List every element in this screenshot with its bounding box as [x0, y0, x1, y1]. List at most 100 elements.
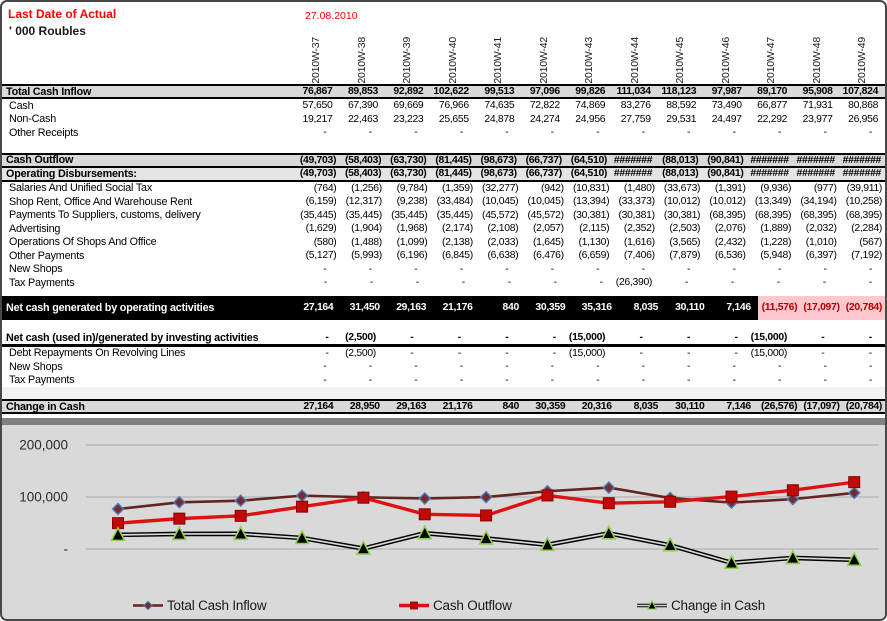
cell[interactable]: (88,013) — [662, 168, 699, 179]
cell[interactable]: (9,238) — [396, 196, 428, 208]
row-label[interactable]: Operations Of Shops And Office — [9, 236, 157, 249]
cell[interactable]: (64,510) — [570, 154, 608, 166]
cell[interactable]: (6,638) — [487, 250, 519, 262]
row-label[interactable]: Advertising — [9, 222, 61, 235]
cell[interactable]: - — [684, 277, 689, 289]
cell[interactable]: 102,622 — [433, 86, 469, 97]
cell[interactable]: 24,878 — [484, 113, 515, 125]
cell[interactable]: - — [461, 277, 465, 289]
cell[interactable]: (33,673) — [663, 182, 701, 194]
legend-item-total-cash-inflow[interactable]: Total Cash Inflow — [133, 597, 267, 613]
cell[interactable]: - — [823, 374, 827, 386]
cell[interactable]: (6,536) — [714, 250, 746, 262]
units-label[interactable]: ' 000 Roubles — [9, 24, 86, 38]
cell[interactable]: 7,146 — [726, 401, 751, 412]
cell[interactable]: (58,403) — [345, 168, 382, 179]
cell[interactable]: (942) — [541, 182, 564, 194]
cell[interactable]: (10,045) — [527, 196, 565, 208]
cell[interactable]: (58,403) — [345, 154, 382, 166]
row-label[interactable]: Salaries And Unified Social Tax — [9, 182, 153, 195]
cell[interactable]: (2,284) — [851, 223, 883, 235]
cell[interactable]: (2,032) — [805, 223, 837, 235]
row-label[interactable]: Payments To Suppliers, customs, delivery — [9, 209, 201, 222]
cell[interactable]: - — [459, 361, 463, 373]
cell[interactable]: - — [776, 277, 780, 289]
cell[interactable]: (20,784) — [842, 295, 885, 320]
cell[interactable]: (1,359) — [442, 182, 473, 194]
cell[interactable]: (11,576) — [757, 295, 801, 320]
cell[interactable]: (15,000) — [750, 332, 788, 343]
cell[interactable]: 27,164 — [303, 302, 334, 313]
cell[interactable]: (30,381) — [572, 209, 610, 221]
cell[interactable]: 27,164 — [303, 401, 334, 412]
row-label[interactable]: New Shops — [9, 360, 63, 373]
cell[interactable]: - — [325, 332, 329, 343]
row-label[interactable]: Operating Disbursements: — [6, 167, 137, 180]
cell[interactable]: 24,274 — [529, 113, 560, 125]
cell[interactable]: (2,108) — [487, 223, 519, 235]
row-label[interactable]: Net cash (used in)/generated by investin… — [6, 331, 259, 344]
cell[interactable]: 97,096 — [529, 86, 560, 97]
cell[interactable]: (68,395) — [800, 209, 837, 221]
cell[interactable]: ####### — [750, 168, 789, 179]
cell[interactable]: (1,968) — [396, 223, 428, 235]
row-label[interactable]: Other Receipts — [9, 126, 79, 139]
cell[interactable]: - — [596, 263, 600, 275]
cell[interactable]: - — [415, 277, 419, 289]
cell[interactable]: (2,500) — [345, 347, 376, 359]
cell[interactable]: - — [553, 277, 557, 289]
cell[interactable]: - — [414, 361, 418, 373]
cell[interactable]: - — [459, 127, 463, 139]
cell[interactable]: 99,826 — [575, 86, 606, 97]
cell[interactable]: 76,966 — [438, 100, 469, 112]
cell[interactable]: (7,879) — [669, 250, 701, 262]
cell[interactable]: 95,908 — [802, 86, 833, 97]
cell[interactable]: (45,572) — [482, 209, 519, 221]
cell[interactable]: (1,391) — [714, 182, 746, 194]
cell[interactable]: (1,904) — [351, 223, 382, 235]
cell[interactable]: - — [868, 347, 872, 359]
cell[interactable]: 7,146 — [726, 302, 751, 313]
cell[interactable]: 89,170 — [757, 86, 788, 97]
cell[interactable]: (5,948) — [760, 250, 792, 262]
cell[interactable]: (39,911) — [846, 182, 883, 194]
column-header[interactable]: 2010W-49 — [840, 32, 885, 84]
cell[interactable]: (6,397) — [805, 250, 837, 262]
cell[interactable]: (1,480) — [623, 182, 655, 194]
cell[interactable]: (6,659) — [578, 250, 610, 262]
column-header[interactable]: 2010W-37 — [294, 32, 339, 84]
cell[interactable]: (34,194) — [800, 196, 837, 208]
cell[interactable]: - — [868, 263, 873, 275]
cell[interactable]: (81,445) — [435, 168, 472, 179]
column-header[interactable]: 2010W-45 — [658, 32, 703, 84]
cell[interactable]: 111,034 — [616, 86, 651, 97]
cell[interactable]: (10,258) — [845, 196, 883, 208]
cell[interactable]: (3,565) — [669, 236, 701, 248]
cell[interactable]: (66,737) — [525, 168, 563, 179]
cell[interactable]: 29,163 — [396, 401, 427, 412]
cell[interactable]: 89,853 — [347, 86, 378, 97]
cell[interactable]: ####### — [750, 154, 789, 166]
cell[interactable]: 29,531 — [666, 113, 697, 125]
cell[interactable]: (98,673) — [480, 154, 517, 166]
cell[interactable]: 69,669 — [393, 100, 424, 112]
cell[interactable]: (1,010) — [805, 236, 837, 248]
cell[interactable]: 840 — [502, 302, 520, 313]
column-header[interactable]: 2010W-48 — [794, 32, 839, 84]
cell[interactable]: (33,373) — [618, 196, 655, 208]
cell[interactable]: ####### — [842, 154, 882, 166]
cell[interactable]: - — [641, 263, 645, 275]
cell[interactable]: (30,381) — [663, 209, 701, 221]
row-label[interactable]: Cash Outflow — [6, 154, 74, 166]
cell[interactable]: 26,956 — [848, 113, 879, 125]
cell[interactable]: (10,045) — [482, 196, 519, 208]
cell[interactable]: (15,000) — [568, 347, 606, 359]
cell[interactable]: - — [552, 347, 556, 359]
cell[interactable]: (68,395) — [754, 209, 792, 221]
cell[interactable]: ####### — [613, 168, 653, 179]
cell[interactable]: (2,352) — [623, 223, 655, 235]
cell[interactable]: - — [368, 127, 372, 139]
cell[interactable]: - — [641, 127, 645, 139]
cell[interactable]: - — [505, 361, 509, 373]
cell[interactable]: 22,463 — [347, 113, 378, 125]
